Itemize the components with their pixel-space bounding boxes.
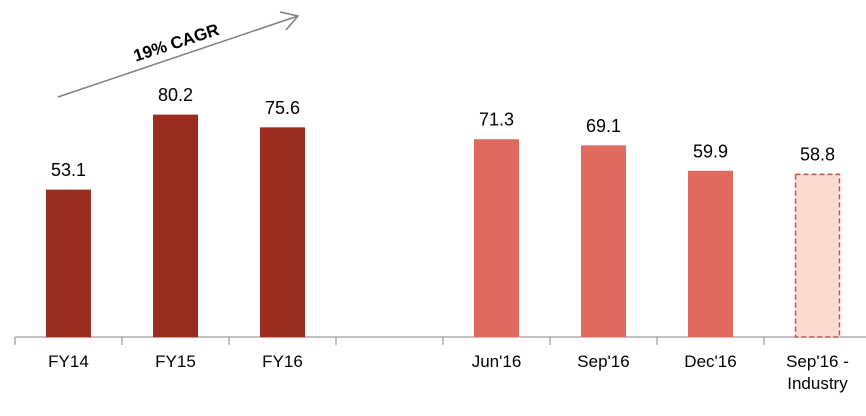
value-label: 80.2 (158, 85, 193, 105)
bar (260, 127, 305, 338)
bar (794, 173, 841, 338)
value-label: 71.3 (479, 110, 514, 130)
value-label: 69.1 (586, 116, 621, 136)
bar (474, 139, 519, 338)
value-label: 75.6 (265, 98, 300, 118)
bar (153, 114, 198, 338)
cagr-arrowhead (279, 11, 300, 31)
x-tick-label: FY14 (48, 352, 89, 371)
x-tick-label: Sep'16 (577, 352, 630, 371)
bar (688, 170, 733, 338)
x-tick-label: Jun'16 (471, 352, 522, 371)
bar (46, 189, 91, 338)
x-tick-label: FY15 (155, 352, 196, 371)
bar (581, 145, 626, 338)
value-label: 59.9 (693, 141, 728, 161)
value-label: 58.8 (800, 144, 835, 164)
x-tick-label: Dec'16 (684, 352, 737, 371)
x-tick-label: Sep'16 - Industry (786, 352, 849, 393)
value-label: 53.1 (51, 160, 86, 180)
x-tick-label: FY16 (262, 352, 303, 371)
cagr-arrow (57, 15, 299, 98)
cagr-annotation: 19% CAGR (131, 20, 221, 66)
